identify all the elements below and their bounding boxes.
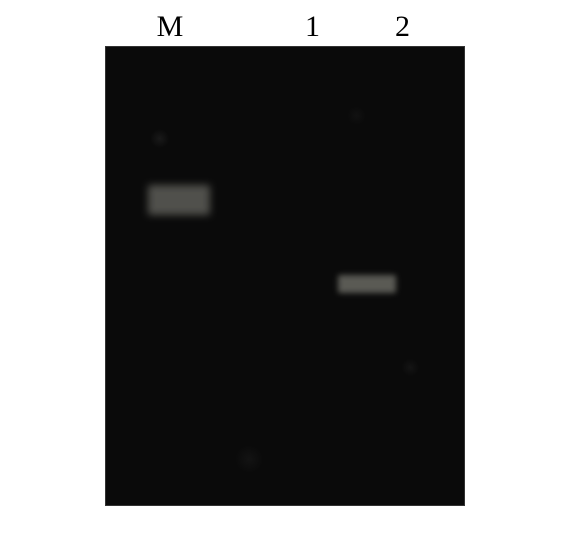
- gel-background-noise: [106, 47, 464, 505]
- lane-label-1: 1: [205, 10, 320, 44]
- gel-figure: M 1 2: [105, 10, 475, 506]
- lane-label-2: 2: [320, 10, 410, 44]
- lane-labels-row: M 1 2: [105, 10, 475, 44]
- gel-band-lane2: [338, 275, 396, 293]
- gel-band-marker: [148, 185, 210, 215]
- gel-electrophoresis-image: [105, 46, 465, 506]
- lane-label-m: M: [135, 10, 205, 44]
